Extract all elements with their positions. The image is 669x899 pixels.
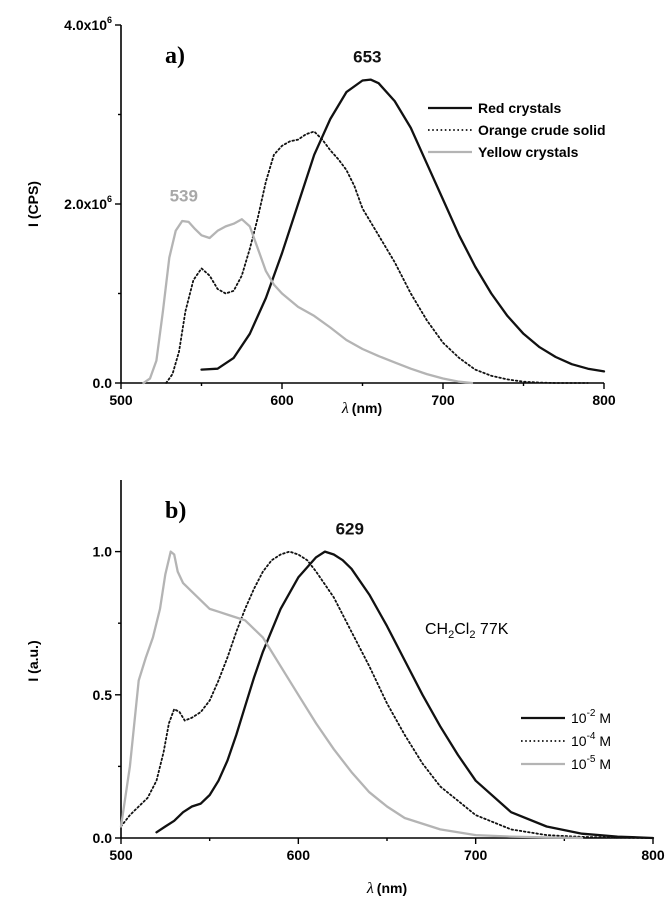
condition-sub-2: 2 <box>469 629 475 641</box>
condition-sub-1: 2 <box>448 629 454 641</box>
chart-b-legend: 10-2 M 10-4 M 10-5 M <box>521 708 611 772</box>
chart-a: 500 600 700 800 0.0 2.0x106 4.0x106 653 539 a)… <box>25 15 616 417</box>
condition-temp: 77K <box>475 621 508 638</box>
chart-a-y-axis-label: I (CPS) <box>25 181 41 227</box>
chart-b-series-0-line <box>155 550 655 840</box>
chart-b-y-tick-label-1: 0.5 <box>93 687 113 703</box>
chart-b-legend-label-2: 10-5 M <box>571 754 611 772</box>
chart-a-y-tick-label-0: 0.0 <box>93 375 113 391</box>
chart-b-condition-label: CH2Cl2 77K <box>425 621 509 641</box>
chart-b-x-tick-label-3: 800 <box>641 847 665 863</box>
chart-b-y-tick-label-0: 0.0 <box>93 830 113 846</box>
chart-a-x-axis-unit: (nm) <box>352 400 382 416</box>
chart-b-series-2-line <box>119 550 584 840</box>
chart-a-series-1-line <box>165 130 589 384</box>
chart-a-x-tick-label-0: 500 <box>109 392 133 408</box>
chart-b-x-tick-label-2: 700 <box>464 847 488 863</box>
condition-ch: CH <box>425 621 448 638</box>
chart-a-x-axis-label: λ (nm) <box>341 400 382 417</box>
chart-a-legend-label-0: Red crystals <box>478 100 561 116</box>
chart-b-panel-label: b) <box>165 498 186 524</box>
chart-b-series-1-line <box>120 550 654 839</box>
chart-a-x-axis-symbol: λ <box>341 400 349 417</box>
chart-a-peak-label-1: 539 <box>170 186 198 205</box>
chart-a-y-tick-label-1: 2.0x106 <box>64 194 112 212</box>
chart-a-legend-label-2: Yellow crystals <box>478 144 579 160</box>
condition-cl: Cl <box>454 621 469 638</box>
chart-b-x-tick-label-1: 600 <box>287 847 311 863</box>
chart-b-legend-label-1: 10-4 M <box>571 731 611 749</box>
chart-a-series-2-line <box>142 218 474 385</box>
chart-b-peak-label-0: 629 <box>336 519 364 538</box>
chart-a-x-tick-label-2: 700 <box>431 392 455 408</box>
chart-b-x-axis-label: λ (nm) <box>366 880 407 897</box>
chart-b-x-axis-unit: (nm) <box>377 880 407 896</box>
chart-b-x-tick-label-0: 500 <box>109 847 133 863</box>
chart-a-legend-label-1: Orange crude solid <box>478 122 606 138</box>
chart-a-y-tick-label-2: 4.0x106 <box>64 15 112 33</box>
chart-a-x-tick-label-1: 600 <box>270 392 294 408</box>
chart-a-peak-label-0: 653 <box>353 48 381 67</box>
chart-b-y-axis-label: I (a.u.) <box>25 640 41 681</box>
chart-a-x-tick-label-3: 800 <box>592 392 616 408</box>
chart-a-legend: Red crystals Orange crude solid Yellow cry… <box>428 100 606 160</box>
chart-b-y-tick-label-2: 1.0 <box>93 544 113 560</box>
chart-a-panel-label: a) <box>165 43 185 69</box>
chart-a-series-0-line <box>200 78 606 373</box>
chart-b-x-axis-symbol: λ <box>366 880 374 897</box>
chart-b: 500 600 700 800 0.0 0.5 1.0 629 b) I (a.u.) λ… <box>25 480 665 897</box>
chart-b-legend-label-0: 10-2 M <box>571 708 611 726</box>
